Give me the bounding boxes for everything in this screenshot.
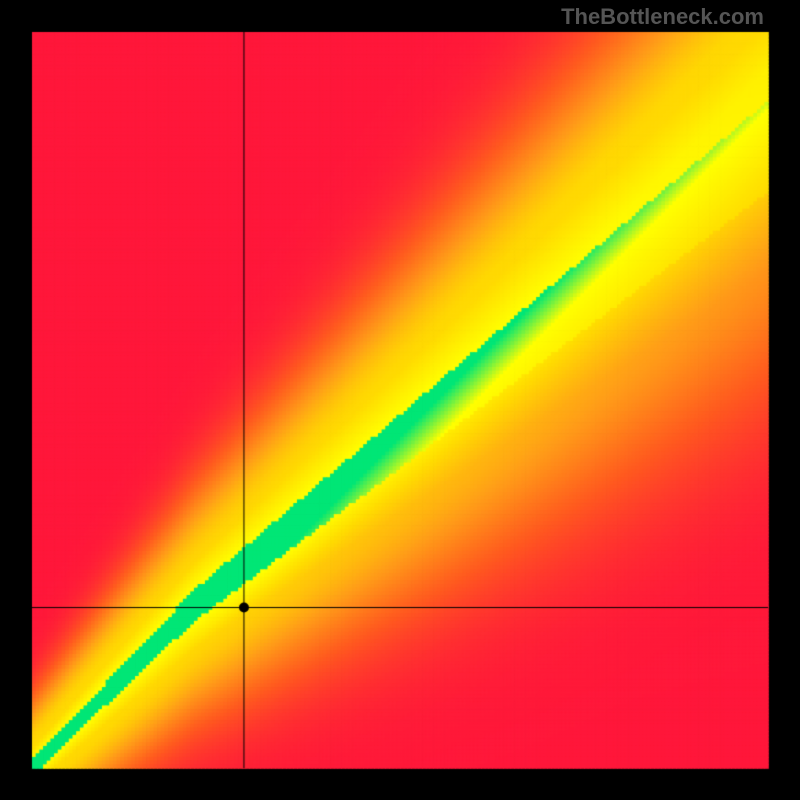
watermark-text: TheBottleneck.com [561, 4, 764, 30]
figure-container: TheBottleneck.com [0, 0, 800, 800]
bottleneck-heatmap-canvas [0, 0, 800, 800]
